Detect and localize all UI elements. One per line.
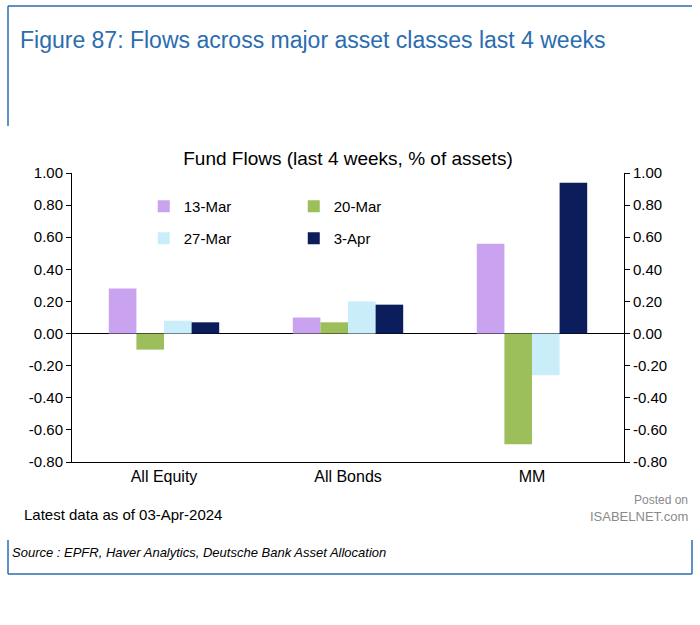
svg-text:-0.40: -0.40: [633, 389, 667, 406]
svg-text:All Bonds: All Bonds: [314, 468, 382, 485]
svg-text:Fund Flows (last 4 weeks, % of: Fund Flows (last 4 weeks, % of assets): [183, 148, 512, 169]
svg-text:3-Apr: 3-Apr: [334, 230, 371, 247]
svg-text:Latest data as of 03-Apr-2024: Latest data as of 03-Apr-2024: [24, 506, 222, 523]
svg-text:-0.20: -0.20: [633, 357, 667, 374]
svg-text:1.00: 1.00: [34, 164, 63, 181]
svg-text:ISABELNET.com: ISABELNET.com: [590, 509, 688, 524]
svg-text:0.80: 0.80: [34, 196, 63, 213]
svg-text:0.00: 0.00: [633, 325, 662, 342]
svg-text:Figure 87: Flows across major: Figure 87: Flows across major asset clas…: [20, 27, 605, 53]
svg-text:0.20: 0.20: [34, 293, 63, 310]
svg-text:-0.80: -0.80: [633, 453, 667, 470]
svg-text:0.60: 0.60: [633, 228, 662, 245]
svg-text:1.00: 1.00: [633, 164, 662, 181]
svg-text:-0.60: -0.60: [633, 421, 667, 438]
svg-text:Posted on: Posted on: [634, 493, 688, 507]
svg-text:13-Mar: 13-Mar: [184, 198, 232, 215]
svg-text:0.00: 0.00: [34, 325, 63, 342]
svg-text:-0.60: -0.60: [29, 421, 63, 438]
svg-text:0.20: 0.20: [633, 293, 662, 310]
svg-text:0.60: 0.60: [34, 228, 63, 245]
svg-text:-0.80: -0.80: [29, 453, 63, 470]
svg-text:27-Mar: 27-Mar: [184, 230, 232, 247]
svg-text:-0.20: -0.20: [29, 357, 63, 374]
svg-text:-0.40: -0.40: [29, 389, 63, 406]
svg-text:Source : EPFR, Haver Analytics: Source : EPFR, Haver Analytics, Deutsche…: [12, 545, 386, 560]
svg-text:0.40: 0.40: [633, 261, 662, 278]
svg-text:20-Mar: 20-Mar: [334, 198, 382, 215]
svg-text:MM: MM: [519, 468, 546, 485]
svg-text:0.40: 0.40: [34, 261, 63, 278]
svg-text:All Equity: All Equity: [131, 468, 198, 485]
svg-text:0.80: 0.80: [633, 196, 662, 213]
